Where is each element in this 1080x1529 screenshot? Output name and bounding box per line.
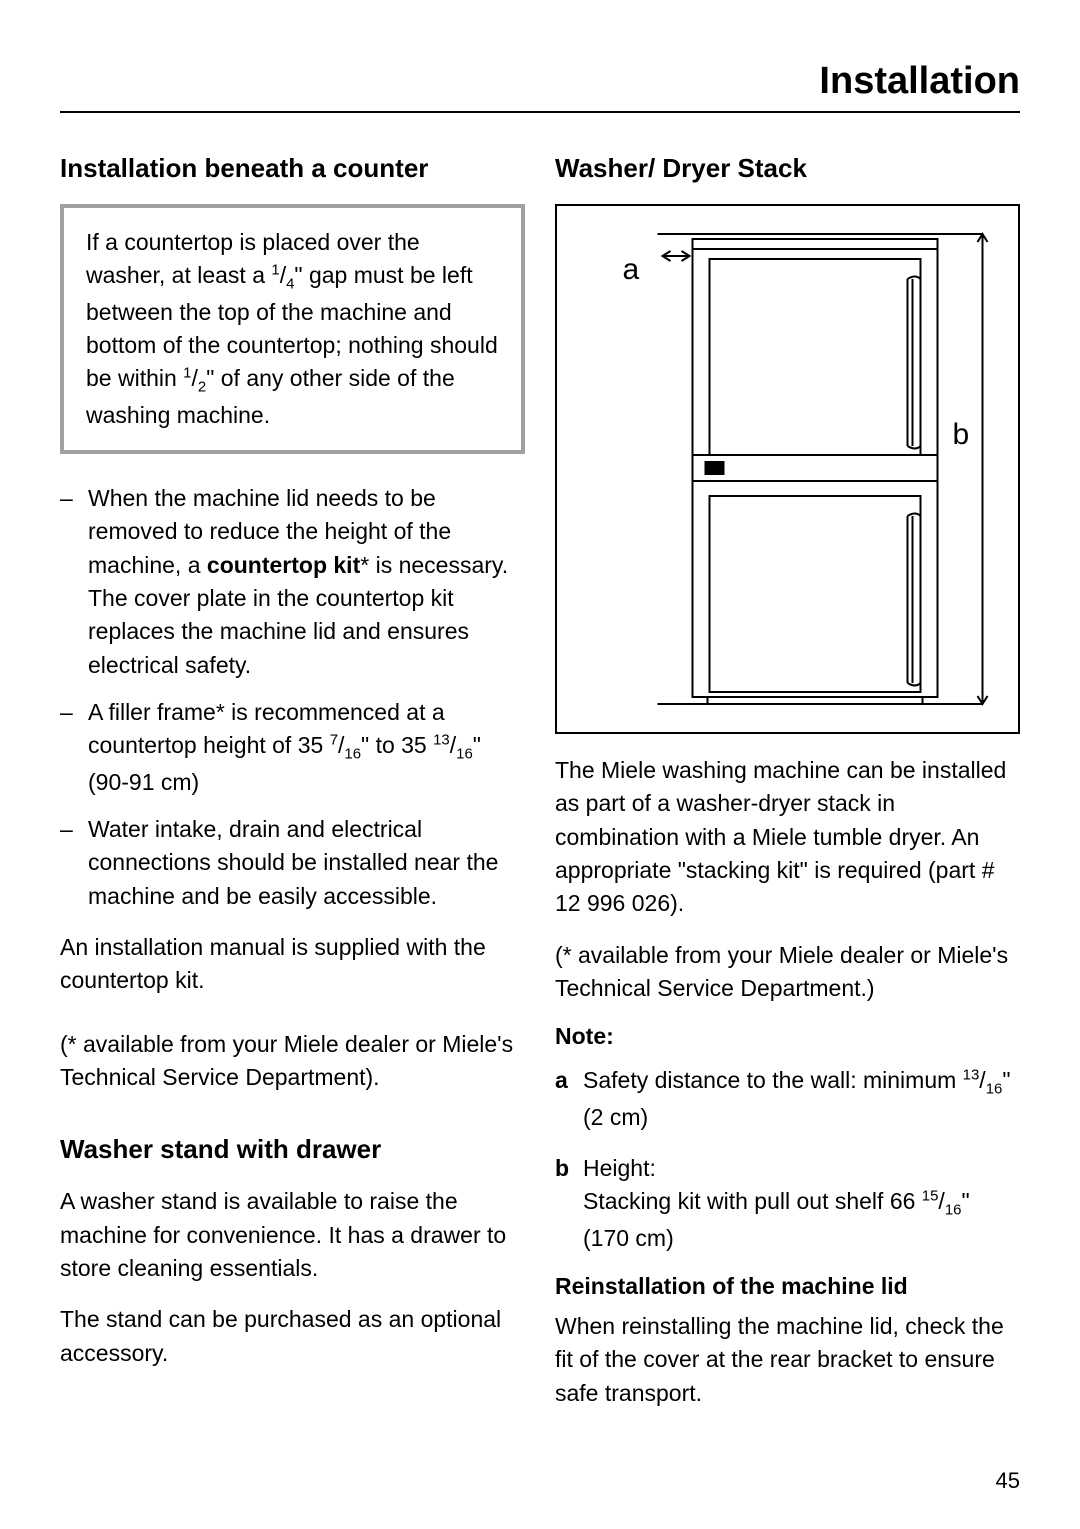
note-a-pre: Safety distance to the wall: minimum	[583, 1067, 963, 1093]
note-marker-b: b	[555, 1152, 569, 1185]
heading-install-beneath-counter: Installation beneath a counter	[60, 153, 525, 184]
bullet-text-strong: countertop kit	[207, 552, 360, 578]
right-column: Washer/ Dryer Stack	[555, 143, 1020, 1428]
fraction-denominator: 16	[986, 1081, 1003, 1098]
note-heading: Note:	[555, 1023, 1020, 1050]
bullet-list: When the machine lid needs to be removed…	[60, 482, 525, 913]
paragraph: An installation manual is supplied with …	[60, 931, 525, 998]
fraction-numerator: 13	[963, 1067, 980, 1084]
list-item: A filler frame* is recommenced at a coun…	[60, 696, 525, 799]
bullet-text-mid: " to 35	[361, 732, 433, 758]
fraction-denominator: 2	[198, 379, 206, 396]
paragraph: The stand can be purchased as an optiona…	[60, 1303, 525, 1370]
heading-reinstallation-lid: Reinstallation of the machine lid	[555, 1273, 1020, 1300]
paragraph-footnote: (* available from your Miele dealer or M…	[555, 939, 1020, 1006]
heading-washer-dryer-stack: Washer/ Dryer Stack	[555, 153, 1020, 184]
fraction-numerator: 1	[271, 262, 279, 279]
heading-washer-stand: Washer stand with drawer	[60, 1134, 525, 1165]
note-b-mid: Stacking kit with pull out shelf 66	[583, 1188, 922, 1214]
list-item: a Safety distance to the wall: minimum 1…	[555, 1064, 1020, 1134]
paragraph-footnote: (* available from your Miele dealer or M…	[60, 1028, 525, 1095]
stack-diagram-svg: a b	[575, 224, 1000, 714]
left-column: Installation beneath a counter If a coun…	[60, 143, 525, 1428]
list-item: Water intake, drain and electrical conne…	[60, 813, 525, 913]
note-list: a Safety distance to the wall: minimum 1…	[555, 1064, 1020, 1255]
paragraph: A washer stand is available to raise the…	[60, 1185, 525, 1285]
page-title: Installation	[60, 60, 1020, 113]
callout-box: If a countertop is placed over the washe…	[60, 204, 525, 454]
list-item: b Height: Stacking kit with pull out she…	[555, 1152, 1020, 1255]
fraction-denominator: 16	[344, 746, 361, 763]
fraction-numerator: 1	[183, 365, 191, 382]
fraction-numerator: 7	[330, 732, 338, 749]
diagram-label-a: a	[623, 253, 640, 286]
paragraph: The Miele washing machine can be install…	[555, 754, 1020, 921]
fraction-numerator: 15	[922, 1188, 939, 1205]
two-column-layout: Installation beneath a counter If a coun…	[60, 143, 1020, 1428]
stack-diagram: a b	[555, 204, 1020, 734]
diagram-label-b: b	[953, 418, 970, 451]
page-number: 45	[996, 1468, 1020, 1494]
note-b-pre: Height:	[583, 1155, 656, 1181]
list-item: When the machine lid needs to be removed…	[60, 482, 525, 682]
fraction-denominator: 16	[945, 1202, 962, 1219]
fraction-numerator: 13	[433, 732, 450, 749]
fraction-denominator: 16	[456, 746, 473, 763]
note-marker-a: a	[555, 1064, 568, 1097]
paragraph: When reinstalling the machine lid, check…	[555, 1310, 1020, 1410]
